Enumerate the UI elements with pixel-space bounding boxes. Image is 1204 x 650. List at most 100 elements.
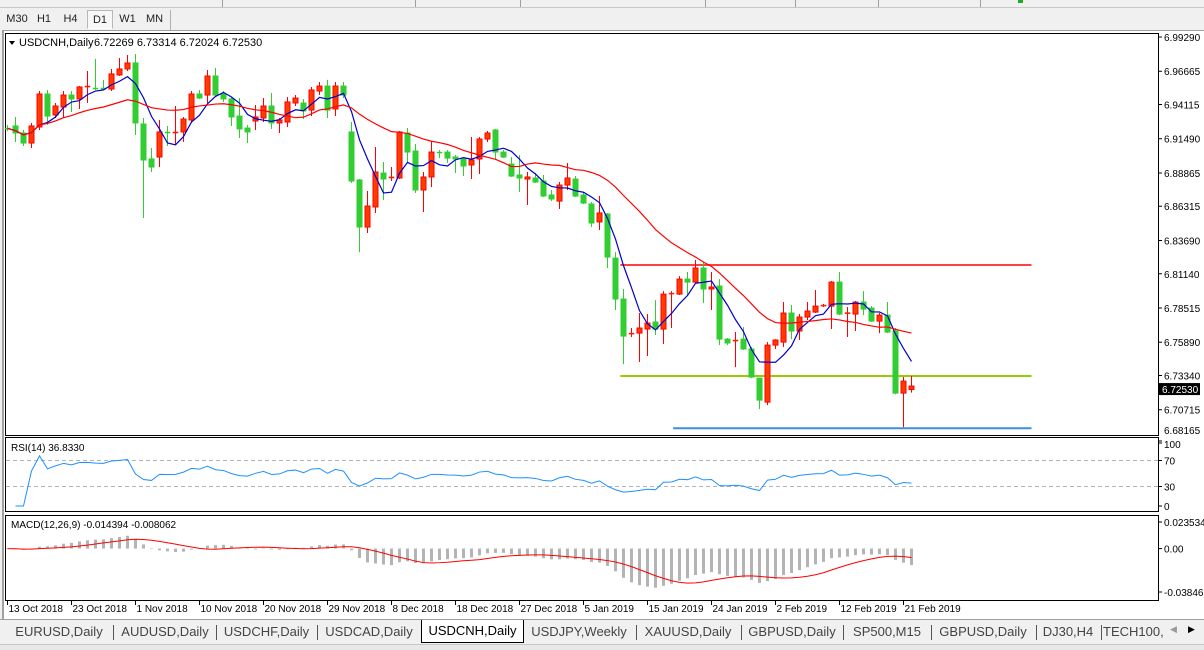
bearish-candle [196,89,203,99]
candles [4,53,915,428]
candle-body [756,377,763,401]
tab-scroll-left-icon[interactable]: ◀ [1170,624,1177,634]
candle-body [532,177,539,183]
candle-body [148,158,155,168]
date-tick-label: 18 Dec 2018 [457,604,514,615]
tab-usdjpy-weekly[interactable]: USDJPY,Weekly [531,624,627,639]
candle-body [284,101,291,123]
tab-gbpusd-daily[interactable]: GBPUSD,Daily [748,624,836,639]
candle-body [348,131,355,182]
macd-histogram-bar [422,548,425,564]
tab-dj30-h4[interactable]: DJ30,H4 [1042,624,1094,639]
bullish-candle [372,146,379,213]
collapse-triangle-icon[interactable] [9,41,15,45]
bullish-candle [180,116,187,143]
bullish-candle [388,167,395,182]
moving-average-line [7,99,912,334]
bullish-candle [628,328,635,338]
macd-histogram-bar [374,548,377,564]
tab-gbpusd-daily-2[interactable]: GBPUSD,Daily [939,624,1027,639]
candle-body [460,158,467,167]
timeframe-h1-button[interactable]: H1 [36,13,52,25]
candle-body [708,286,715,290]
bearish-candle [348,122,355,183]
macd-histogram-bar [910,548,913,566]
tab-eurusd-daily[interactable]: EURUSD,Daily [15,624,103,639]
macd-histogram-bar [766,548,769,582]
tab-usdchf-daily[interactable]: USDCHF,Daily [223,624,310,639]
bullish-candle [108,68,115,92]
bearish-candle [492,128,499,159]
tab-audusd-daily[interactable]: AUDUSD,Daily [121,624,209,639]
tab-xauusd-daily[interactable]: XAUUSD,Daily [644,624,732,639]
price-tick-label: 6.83690 [1164,236,1201,247]
candle-body [844,312,851,314]
candle-body [612,257,619,300]
candle-body [764,344,771,403]
rsi-tick-label: 0 [1164,502,1170,513]
macd-histogram-bar [526,548,529,556]
macd-histogram-bar [278,548,281,550]
macd-histogram-bar [806,548,809,568]
price-tick-label: 6.91490 [1164,135,1201,146]
bearish-candle [612,252,619,311]
date-tick-label: 23 Oct 2018 [73,604,128,615]
candle-body [788,312,795,332]
timeframe-d1-button[interactable]: D1 [87,10,113,29]
macd-histogram-bar [486,548,489,554]
timeframe-w1-button[interactable]: W1 [119,13,136,25]
date-tick-label: 2 Feb 2019 [777,604,828,615]
tab-tech100[interactable]: TECH100, [1103,624,1164,639]
bullish-candle [772,339,779,350]
date-tick-label: 8 Dec 2018 [393,604,445,615]
macd-histogram-bar [550,548,553,560]
price-tick-label: 6.73340 [1164,371,1201,382]
bullish-candle [316,82,323,96]
macd-histogram-bar [254,548,257,550]
timeframe-m30-button[interactable]: M30 [6,13,28,25]
tab-separator [636,625,637,640]
bearish-candle [540,175,547,198]
macd-histogram-bar [758,548,761,583]
bearish-candle [132,53,139,135]
bearish-candle [788,305,795,340]
date-tick-label: 20 Nov 2018 [265,604,322,615]
timeframe-h4-button[interactable]: H4 [63,13,78,25]
tab-usdcad-daily[interactable]: USDCAD,Daily [325,624,413,639]
candle-body [196,93,203,99]
bearish-candle [228,97,235,126]
tab-separator [741,625,742,640]
bearish-candle [516,155,523,192]
toolbar-green-icon [1018,0,1023,3]
date-tick-label: 27 Dec 2018 [521,604,578,615]
candle-body [836,281,843,315]
bullish-candle [52,103,59,119]
candle-body [180,118,187,133]
bearish-candle [892,328,899,395]
candle-body [796,316,803,332]
candle-body [852,301,859,315]
tab-usdcnh-daily[interactable]: USDCNH,Daily [421,620,524,643]
macd-tick-label: 0.00 [1164,545,1184,556]
macd-histogram-bar [430,548,433,562]
bullish-candle [116,58,123,77]
tab-sp500-m15[interactable]: SP500,M15 [853,624,921,639]
bullish-candle [596,196,603,231]
macd-histogram-bar [774,548,777,579]
bullish-candle [780,302,787,348]
chart-window[interactable] [2,30,1204,619]
macd-histogram-bar [886,548,889,556]
candle-body [732,339,739,342]
candlestick-chart[interactable]: 6.99290 6.96665 6.94115 6.91490 6.88865 6.863… [0,0,1204,619]
macd-histogram-bar [654,548,657,588]
tab-separator [1036,625,1037,640]
bullish-candle [556,182,563,210]
tab-scroll-right-icon[interactable]: ▶ [1188,624,1195,634]
macd-histogram-bar [854,548,857,556]
price-axis: 6.99290 6.96665 6.94115 6.91490 6.88865 6.863… [1158,33,1201,444]
timeframe-mn-button[interactable]: MN [145,13,164,25]
timeframe-toolbar: M30 H1 H4 D1 W1 MN [0,8,1204,30]
candle-body [108,73,115,90]
bearish-candle [684,272,691,296]
macd-histogram-bar [334,544,337,549]
